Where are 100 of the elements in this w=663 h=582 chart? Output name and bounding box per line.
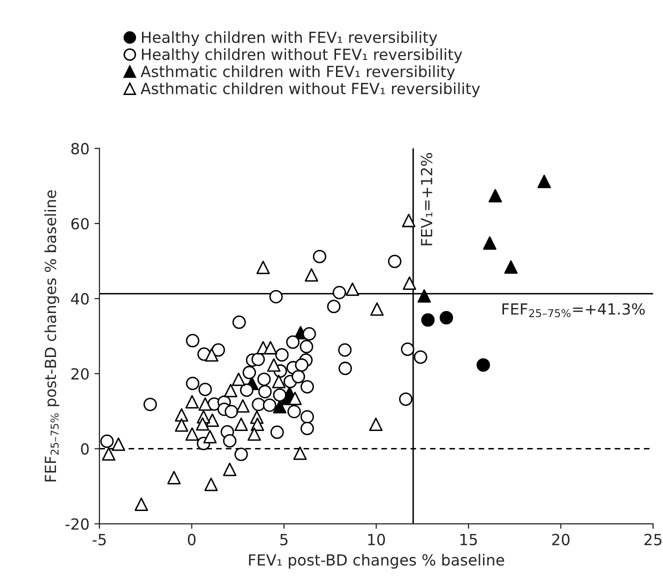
x-tick-label: 10	[368, 534, 385, 546]
point	[300, 410, 314, 424]
point	[399, 392, 412, 406]
x-tick-label: 20	[552, 534, 570, 546]
point	[251, 352, 265, 366]
point	[338, 362, 352, 376]
point	[234, 448, 248, 462]
x-tick-label: 25	[644, 534, 662, 546]
point	[264, 341, 278, 354]
x-tick-label: -5	[92, 534, 106, 546]
point	[287, 404, 301, 418]
point	[143, 398, 157, 412]
point	[212, 343, 225, 357]
point	[327, 300, 341, 314]
point	[196, 417, 210, 431]
point	[293, 446, 307, 460]
point	[400, 342, 414, 356]
legend-label: Asthmatic children without FEV₁ reversibility	[140, 82, 480, 98]
point	[223, 462, 236, 476]
point	[402, 214, 416, 228]
y-tick-label: 80	[71, 142, 89, 154]
point	[232, 316, 246, 329]
point	[302, 327, 316, 341]
point	[186, 334, 200, 348]
point	[273, 388, 286, 402]
point	[185, 427, 199, 441]
point	[223, 434, 236, 448]
point	[252, 398, 266, 412]
point	[204, 348, 218, 362]
point	[102, 447, 116, 461]
ref-line-label: FEF$_{25–75%}$=+41.3%	[502, 303, 645, 318]
y-tick-label: 0	[81, 443, 89, 455]
point	[332, 286, 346, 300]
point	[312, 250, 326, 264]
y-axis-title: FEF$_{25–75%}$ post-BD changes % baseline	[44, 190, 60, 482]
x-tick-label: 15	[460, 534, 477, 546]
point	[292, 370, 306, 384]
point	[421, 313, 435, 327]
point	[267, 358, 281, 372]
point	[167, 470, 181, 484]
point	[224, 384, 238, 398]
x-tick-label: 5	[280, 534, 288, 546]
point	[402, 276, 416, 290]
point	[294, 358, 308, 372]
point	[300, 380, 314, 394]
point	[272, 374, 286, 388]
point	[240, 383, 254, 397]
legend-label: Healthy children with FEV₁ reversibility	[142, 31, 438, 46]
point	[256, 260, 270, 274]
point	[203, 430, 217, 444]
point	[504, 260, 518, 274]
legend-label: Healthy children without FEV₁ reversibility	[142, 48, 462, 64]
point	[258, 384, 272, 398]
point	[414, 350, 428, 364]
x-axis-title: FEV₁ post-BD changes % baseline	[249, 554, 504, 569]
point	[134, 498, 148, 511]
point	[346, 282, 360, 296]
point	[338, 343, 352, 357]
point	[206, 413, 220, 427]
point	[288, 392, 302, 406]
point	[262, 398, 276, 412]
point	[100, 434, 114, 448]
point	[369, 418, 383, 432]
point	[198, 397, 212, 411]
point	[198, 382, 212, 396]
point	[185, 395, 199, 409]
point	[270, 425, 284, 439]
point	[476, 358, 490, 372]
point	[273, 400, 286, 414]
point	[300, 340, 314, 354]
point	[269, 290, 283, 304]
x-tick-label: 0	[188, 534, 196, 546]
point	[300, 422, 314, 436]
point	[204, 478, 218, 492]
point	[232, 372, 246, 386]
y-tick-label: 20	[71, 368, 89, 380]
point	[304, 268, 318, 282]
point	[174, 408, 188, 422]
point	[488, 189, 502, 202]
point	[236, 399, 250, 413]
point	[257, 372, 271, 386]
point	[483, 236, 496, 250]
point	[186, 376, 200, 390]
y-tick-label: 60	[71, 218, 89, 230]
y-tick-label: -20	[66, 518, 89, 530]
y-tick-label: 40	[71, 293, 89, 305]
point	[112, 438, 126, 451]
point	[418, 289, 431, 303]
point	[242, 366, 256, 380]
point	[174, 418, 188, 432]
point	[388, 254, 402, 268]
point	[537, 174, 551, 188]
point	[248, 427, 261, 441]
point	[234, 418, 248, 432]
point	[224, 404, 238, 418]
legend-label: Asthmatic children with FEV₁ reversibility	[140, 65, 455, 80]
point	[440, 311, 454, 324]
ref-line-label: FEV₁=+12%	[420, 153, 432, 246]
point	[275, 348, 289, 362]
point	[286, 335, 300, 349]
